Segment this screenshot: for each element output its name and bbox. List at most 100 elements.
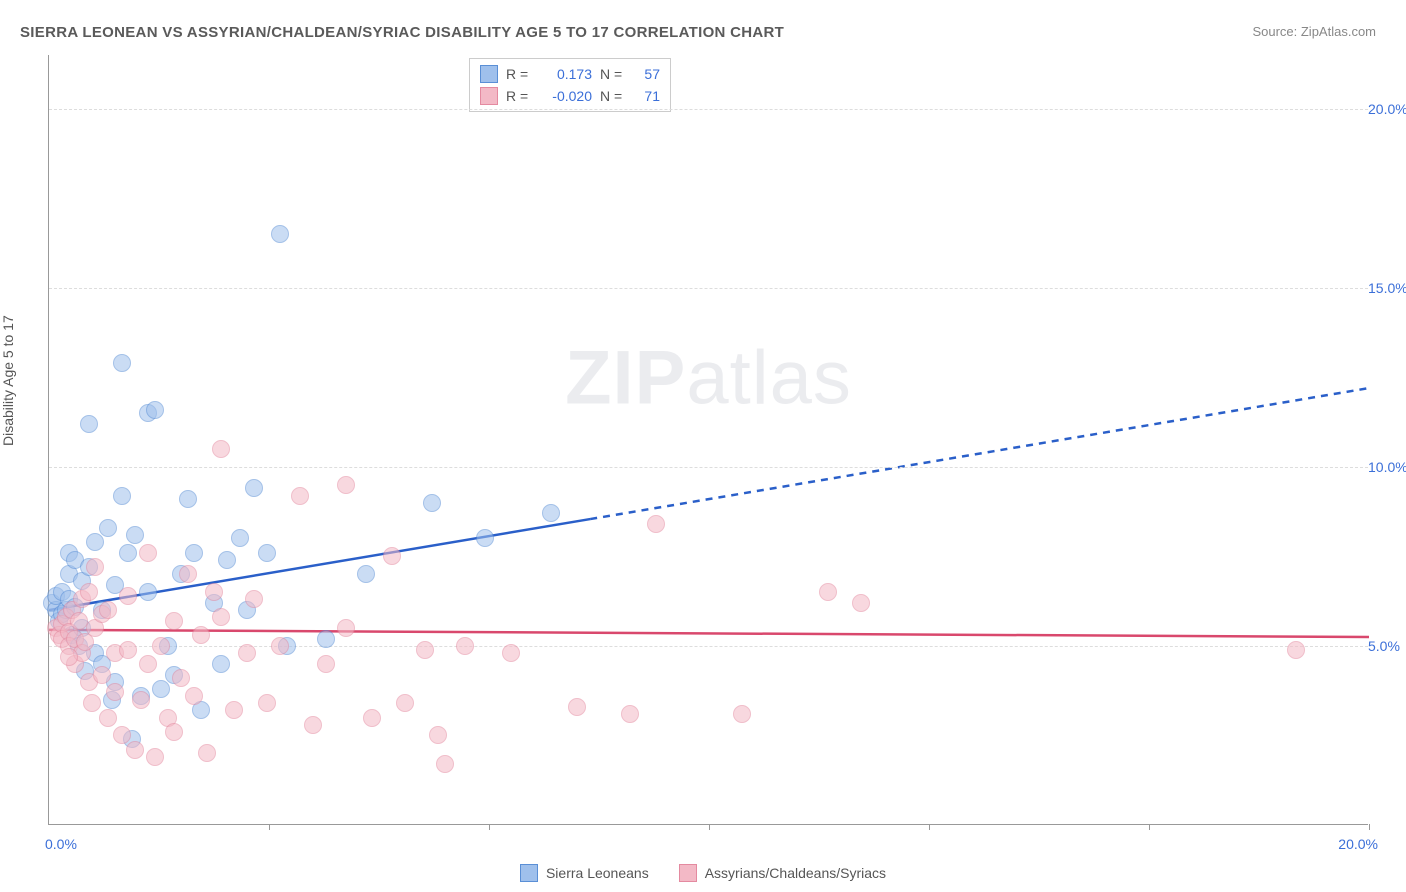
n-val-0: 57 [634,66,660,82]
legend-label-0: Sierra Leoneans [546,865,649,881]
data-point [198,744,216,762]
data-point [271,637,289,655]
data-point [396,694,414,712]
data-point [231,529,249,547]
data-point [363,709,381,727]
data-point [647,515,665,533]
data-point [317,630,335,648]
data-point [172,669,190,687]
swatch-1 [480,87,498,105]
data-point [1287,641,1305,659]
data-point [852,594,870,612]
data-point [152,680,170,698]
data-point [456,637,474,655]
data-point [80,415,98,433]
data-point [152,637,170,655]
data-point [416,641,434,659]
n-label-1: N = [600,88,626,104]
data-point [383,547,401,565]
data-point [212,655,230,673]
data-point [126,526,144,544]
data-point [119,641,137,659]
y-tick-label: 20.0% [1368,101,1406,117]
chart-title: SIERRA LEONEAN VS ASSYRIAN/CHALDEAN/SYRI… [20,24,784,41]
legend-swatch-1 [679,864,697,882]
y-axis-title: Disability Age 5 to 17 [0,315,16,446]
x-tick [709,824,710,830]
legend-swatch-0 [520,864,538,882]
x-tick [1149,824,1150,830]
n-label-0: N = [600,66,626,82]
y-tick-label: 10.0% [1368,459,1406,475]
data-point [212,440,230,458]
data-point [502,644,520,662]
data-point [429,726,447,744]
n-val-1: 71 [634,88,660,104]
data-point [99,519,117,537]
gridline [49,109,1368,110]
data-point [357,565,375,583]
y-tick-label: 15.0% [1368,280,1406,296]
data-point [146,401,164,419]
data-point [317,655,335,673]
data-point [179,565,197,583]
data-point [60,648,78,666]
stats-row-1: R = -0.020 N = 71 [480,85,660,107]
data-point [86,533,104,551]
data-point [337,476,355,494]
r-label-1: R = [506,88,534,104]
trend-lines [49,55,1368,824]
data-point [192,626,210,644]
trend-line-solid [49,630,1369,637]
r-val-0: 0.173 [542,66,592,82]
y-tick-label: 5.0% [1368,638,1406,654]
data-point [291,487,309,505]
data-point [126,741,144,759]
data-point [185,544,203,562]
x-tick-label: 0.0% [45,836,77,852]
data-point [238,644,256,662]
plot-area: ZIPatlas R = 0.173 N = 57 R = -0.020 N =… [48,55,1368,825]
data-point [271,225,289,243]
data-point [106,683,124,701]
data-point [733,705,751,723]
data-point [212,608,230,626]
data-point [165,612,183,630]
data-point [113,354,131,372]
source-label: Source: ZipAtlas.com [1252,24,1376,39]
legend-item-0: Sierra Leoneans [520,864,649,882]
data-point [225,701,243,719]
data-point [337,619,355,637]
data-point [185,687,203,705]
swatch-0 [480,65,498,83]
legend-item-1: Assyrians/Chaldeans/Syriacs [679,864,886,882]
data-point [819,583,837,601]
data-point [258,694,276,712]
data-point [99,709,117,727]
data-point [245,479,263,497]
data-point [258,544,276,562]
x-tick [489,824,490,830]
data-point [304,716,322,734]
data-point [83,694,101,712]
data-point [119,544,137,562]
data-point [476,529,494,547]
trend-line-dashed [590,388,1369,519]
data-point [93,666,111,684]
x-tick [1369,824,1370,830]
stats-row-0: R = 0.173 N = 57 [480,63,660,85]
data-point [179,490,197,508]
watermark-light: atlas [686,335,852,420]
data-point [245,590,263,608]
data-point [165,723,183,741]
data-point [139,583,157,601]
data-point [119,587,137,605]
data-point [139,544,157,562]
data-point [205,583,223,601]
data-point [139,655,157,673]
data-point [113,487,131,505]
data-point [568,698,586,716]
data-point [113,726,131,744]
data-point [436,755,454,773]
data-point [218,551,236,569]
